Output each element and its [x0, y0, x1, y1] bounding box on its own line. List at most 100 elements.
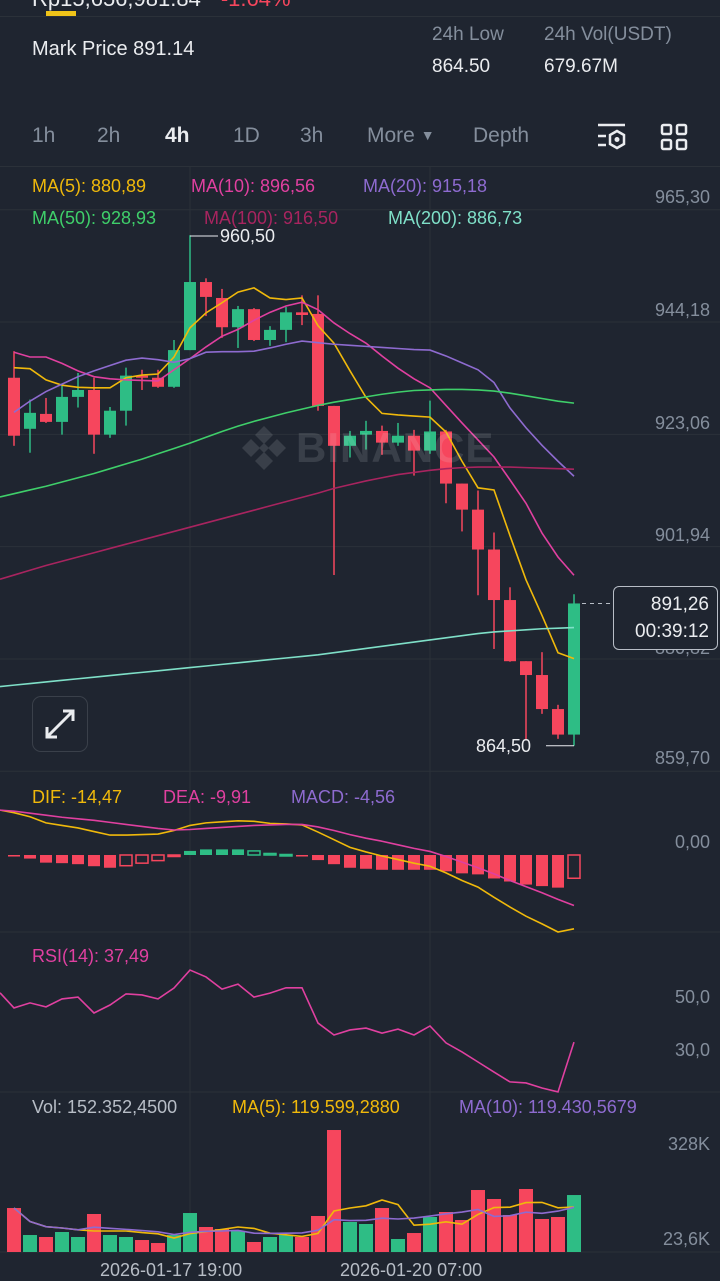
candle-down	[312, 313, 324, 406]
candle-down	[408, 435, 420, 451]
tab-4h[interactable]: 4h	[165, 124, 190, 147]
watermark-text: BINANCE	[296, 424, 495, 471]
volume-bar	[135, 1240, 149, 1252]
ma50-line	[0, 388, 575, 498]
volume-bar	[551, 1217, 565, 1252]
caret-down-icon: ▼	[420, 127, 435, 143]
tab-more-label: More	[367, 124, 415, 147]
macd-bar	[200, 849, 212, 855]
legend-dif: DIF: -14,47	[32, 787, 123, 807]
candle-up	[280, 312, 292, 330]
candle-up	[24, 412, 36, 429]
macd-bar	[392, 855, 404, 870]
ma10-line	[13, 301, 575, 576]
candle-up	[56, 396, 68, 422]
ma5-line	[13, 287, 575, 660]
candle-up	[104, 410, 116, 435]
candle-up	[120, 375, 132, 411]
macd-bar	[263, 852, 277, 856]
macd-bar	[344, 855, 356, 868]
indicator-settings-icon[interactable]	[597, 123, 627, 156]
macd-bar	[567, 854, 581, 880]
candle-down	[520, 661, 532, 676]
candle-up	[392, 435, 404, 443]
legend-macd: MACD: -4,56	[291, 787, 396, 807]
volume-bar	[391, 1238, 405, 1252]
macd-bar	[104, 855, 116, 868]
expand-arrows-icon	[45, 709, 75, 739]
volume-bar	[519, 1188, 533, 1252]
volume-bar	[231, 1230, 245, 1252]
volume-bar	[343, 1222, 357, 1252]
vol-ma5-line	[13, 1199, 575, 1239]
macd-bar	[312, 855, 324, 861]
mark-price-label: Mark Price	[32, 38, 128, 60]
macd-bar	[151, 854, 165, 862]
macd-bar	[247, 850, 261, 856]
volume-bar	[567, 1195, 581, 1252]
candle-down	[200, 282, 212, 297]
tab-depth[interactable]: Depth	[473, 124, 530, 147]
ma100-line	[0, 466, 575, 581]
ma20-line	[13, 340, 575, 477]
macd-bar	[135, 854, 149, 864]
volume-bar	[263, 1237, 277, 1252]
macd-bar	[279, 853, 293, 857]
price-tick: 923,06	[654, 413, 710, 433]
candle-up	[568, 603, 580, 735]
volume-bar	[327, 1130, 341, 1252]
high-price-label: 960,50	[220, 226, 276, 246]
legend-ma5: MA(5): 880,89	[32, 176, 147, 196]
mark-price-value: 891.14	[133, 38, 195, 60]
last-price-cut: Rp15,656,981.84 -1.64%	[32, 0, 291, 12]
candle-down	[152, 377, 164, 387]
last-price: Rp15,656,981.84	[32, 0, 201, 11]
candle-up	[344, 435, 356, 446]
volume-bar	[39, 1237, 53, 1252]
ma200-line	[0, 626, 575, 688]
candle-up	[424, 431, 436, 451]
volume-bar	[215, 1228, 229, 1252]
tab-1d[interactable]: 1D	[233, 124, 260, 147]
candle-up	[360, 430, 372, 435]
macd-bar	[520, 855, 532, 885]
volume-bar	[503, 1215, 517, 1252]
tab-3h[interactable]: 3h	[300, 124, 324, 147]
tab-2h[interactable]: 2h	[97, 124, 121, 147]
header-divider	[0, 16, 720, 17]
time-tick: 2026-01-17 19:00	[100, 1260, 243, 1280]
legend-dea: DEA: -9,91	[163, 787, 252, 807]
candle-down	[88, 389, 100, 435]
macd-bar	[8, 855, 20, 857]
fullscreen-button[interactable]	[32, 696, 88, 752]
stat-24h-vol-value: 679.67M	[544, 56, 618, 77]
tab-more[interactable]: More ▼	[367, 124, 435, 148]
macd-bar	[456, 855, 468, 874]
macd-bar	[328, 855, 340, 865]
candle-up	[232, 309, 244, 328]
volume-bar	[87, 1213, 101, 1252]
macd-bar	[440, 855, 452, 872]
candle-down	[440, 431, 452, 484]
binance-logo	[240, 424, 288, 477]
macd-bar	[504, 855, 516, 882]
price-tick: 859,70	[654, 748, 710, 768]
volume-bar	[407, 1233, 421, 1252]
volume-bar	[487, 1198, 501, 1252]
volume-bar	[359, 1223, 373, 1252]
legend-ma50: MA(50): 928,93	[32, 208, 157, 228]
vol-tick: 328K	[667, 1134, 710, 1154]
candle-down	[328, 405, 340, 446]
price-change: -1.64%	[221, 0, 291, 11]
candle-down	[40, 413, 52, 422]
mark-price: Mark Price 891.14	[32, 38, 194, 61]
volume-bar	[199, 1227, 213, 1252]
stat-24h-low-label: 24h Low	[432, 24, 504, 45]
grid-layout-icon[interactable]	[660, 123, 688, 156]
last-price-box[interactable]: 891,26 00:39:12	[613, 586, 718, 650]
rsi-tick: 30,0	[674, 1040, 710, 1060]
tab-1h[interactable]: 1h	[32, 124, 56, 147]
low-price-label: 864,50	[476, 736, 532, 756]
vol-tick: 23,6K	[662, 1229, 710, 1249]
